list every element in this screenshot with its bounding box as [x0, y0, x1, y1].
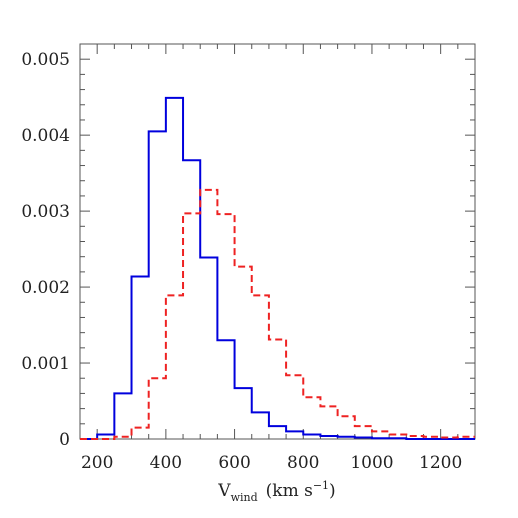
histogram-series-1 [80, 96, 475, 440]
x-tick-label: 1000 [350, 453, 393, 473]
plot-frame [79, 43, 476, 440]
x-axis-label-symbol: V [217, 481, 231, 501]
x-tick-label: 400 [150, 453, 182, 473]
axis-ticks [80, 44, 476, 440]
y-tick-labels: 0 0.001 0.002 0.003 0.004 0.005 [21, 50, 70, 450]
x-axis-label: Vwind (km s−1) [217, 479, 335, 504]
x-axis-label-close: ) [329, 481, 336, 501]
y-tick-label: 0 [59, 430, 70, 450]
x-axis-label-superscript: −1 [313, 479, 329, 492]
x-axis-label-subscript: wind [231, 491, 258, 504]
x-tick-label: 800 [287, 453, 319, 473]
y-tick-label: 0.004 [21, 126, 70, 146]
y-tick-label: 0.003 [21, 202, 70, 222]
histogram-series [80, 96, 475, 440]
x-tick-label: 1200 [419, 453, 462, 473]
x-tick-label: 200 [81, 453, 113, 473]
histogram-series-2 [80, 188, 475, 440]
x-tick-label: 600 [218, 453, 250, 473]
x-tick-labels: 200 400 600 800 1000 1200 [81, 453, 462, 473]
y-tick-label: 0.002 [21, 278, 70, 298]
y-tick-label: 0.001 [21, 354, 70, 374]
x-axis-label-units: (km s [266, 481, 313, 501]
y-tick-label: 0.005 [21, 50, 70, 70]
